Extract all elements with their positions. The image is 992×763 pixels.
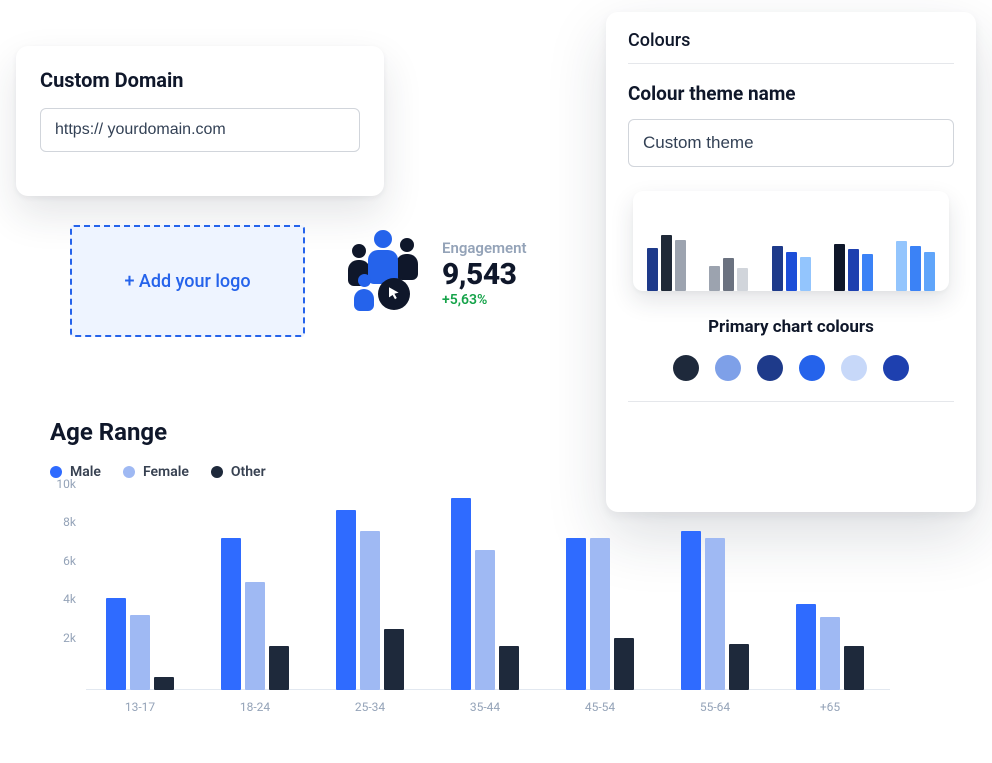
- colour-swatch[interactable]: [757, 355, 783, 381]
- x-axis-label: +65: [790, 700, 870, 714]
- age-bar-other: [499, 646, 519, 690]
- theme-preview-group: [709, 258, 748, 291]
- age-range-chart: 2k4k6k8k10k 13-1718-2425-3435-4445-5455-…: [50, 498, 890, 718]
- engagement-label: Engagement: [442, 239, 527, 257]
- theme-name-label: Colour theme name: [628, 82, 954, 105]
- engagement-widget: Engagement 9,543 +5,63%: [348, 230, 527, 316]
- primary-colours-label: Primary chart colours: [628, 317, 954, 337]
- legend-label: Other: [231, 464, 266, 480]
- theme-preview-bar: [862, 254, 873, 291]
- age-bar-female: [130, 615, 150, 690]
- colour-swatch[interactable]: [841, 355, 867, 381]
- age-bar-female: [475, 550, 495, 690]
- colours-title: Colours: [628, 30, 954, 64]
- theme-preview-bar: [675, 240, 686, 291]
- age-bar-other: [154, 677, 174, 690]
- age-bar-group: [221, 538, 289, 690]
- legend-item: Other: [211, 464, 266, 480]
- age-bar-group: [796, 604, 864, 690]
- age-bar-group: [451, 498, 519, 690]
- age-bar-male: [796, 604, 816, 690]
- theme-preview-chart: [633, 191, 949, 291]
- colour-swatch[interactable]: [799, 355, 825, 381]
- custom-domain-title: Custom Domain: [40, 68, 360, 92]
- colour-swatches: [628, 355, 954, 402]
- y-axis-tick: 10k: [56, 477, 76, 491]
- theme-preview-bar: [800, 257, 811, 291]
- colour-swatch[interactable]: [673, 355, 699, 381]
- age-bar-female: [590, 538, 610, 690]
- age-bar-male: [681, 531, 701, 690]
- age-bar-female: [245, 582, 265, 690]
- legend-dot: [123, 466, 135, 478]
- legend-label: Female: [143, 464, 189, 480]
- x-axis-label: 45-54: [560, 700, 640, 714]
- custom-domain-input[interactable]: [40, 108, 360, 152]
- age-bar-female: [360, 531, 380, 690]
- y-axis-tick: 2k: [63, 631, 76, 645]
- age-bar-male: [336, 510, 356, 690]
- age-bar-other: [729, 644, 749, 690]
- age-range-legend: MaleFemaleOther: [50, 464, 960, 480]
- legend-dot: [211, 466, 223, 478]
- x-axis-label: 35-44: [445, 700, 525, 714]
- y-axis-tick: 4k: [63, 592, 76, 606]
- theme-preview-group: [896, 241, 935, 291]
- y-axis-tick: 6k: [63, 554, 76, 568]
- age-bar-other: [844, 646, 864, 690]
- theme-preview-bar: [924, 252, 935, 291]
- theme-preview-group: [834, 244, 873, 291]
- age-bar-other: [269, 646, 289, 690]
- legend-item: Female: [123, 464, 189, 480]
- colour-swatch[interactable]: [715, 355, 741, 381]
- theme-preview-group: [647, 235, 686, 291]
- age-bar-group: [106, 598, 174, 690]
- engagement-delta: +5,63%: [442, 292, 527, 308]
- theme-preview-bar: [848, 249, 859, 291]
- engagement-value: 9,543: [442, 257, 527, 292]
- age-bar-male: [106, 598, 126, 690]
- theme-preview-bar: [737, 268, 748, 291]
- age-bar-male: [566, 538, 586, 690]
- age-bar-male: [451, 498, 471, 690]
- theme-preview-bar: [661, 235, 672, 291]
- age-bar-group: [336, 510, 404, 690]
- theme-preview-bar: [786, 252, 797, 291]
- age-range-title: Age Range: [50, 418, 960, 446]
- age-range-section: Age Range MaleFemaleOther 2k4k6k8k10k 13…: [50, 418, 960, 748]
- x-axis-label: 13-17: [100, 700, 180, 714]
- x-axis-label: 18-24: [215, 700, 295, 714]
- age-bar-other: [384, 629, 404, 690]
- age-bar-male: [221, 538, 241, 690]
- x-axis-label: 25-34: [330, 700, 410, 714]
- add-logo-label: + Add your logo: [124, 271, 250, 292]
- theme-preview-bar: [834, 244, 845, 291]
- age-bar-female: [820, 617, 840, 690]
- age-bar-female: [705, 538, 725, 690]
- y-axis-tick: 8k: [63, 515, 76, 529]
- custom-domain-card: Custom Domain: [16, 46, 384, 196]
- age-bar-other: [614, 638, 634, 690]
- theme-preview-bar: [772, 246, 783, 291]
- age-bar-group: [681, 531, 749, 690]
- theme-name-input[interactable]: [628, 119, 954, 167]
- cursor-icon: [378, 278, 410, 310]
- theme-preview-bar: [910, 246, 921, 291]
- theme-preview-group: [772, 246, 811, 291]
- people-icon: [348, 230, 426, 316]
- age-bar-group: [566, 538, 634, 690]
- x-axis-label: 55-64: [675, 700, 755, 714]
- theme-preview-bar: [647, 248, 658, 291]
- add-logo-button[interactable]: + Add your logo: [70, 225, 305, 337]
- theme-preview-bar: [709, 266, 720, 291]
- theme-preview-bar: [896, 241, 907, 291]
- colour-swatch[interactable]: [883, 355, 909, 381]
- theme-preview-bar: [723, 258, 734, 291]
